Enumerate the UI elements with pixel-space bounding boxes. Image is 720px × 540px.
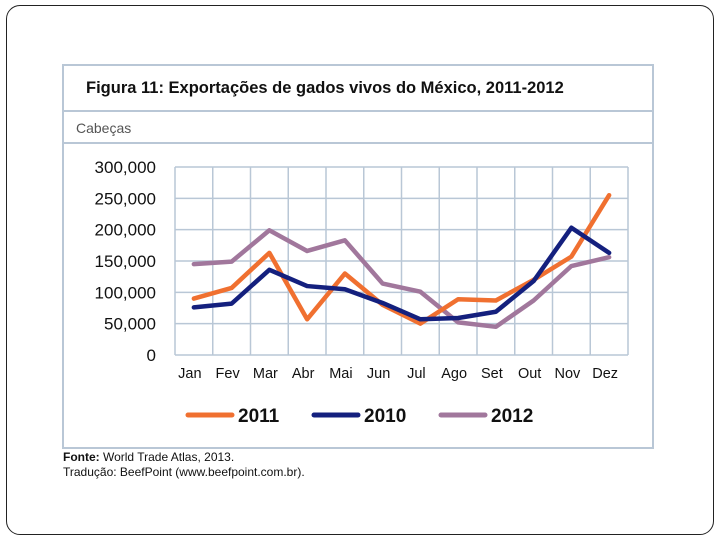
y-tick-label: 100,000 xyxy=(95,283,156,302)
figure-title: Figura 11: Exportações de gados vivos do… xyxy=(86,79,564,97)
source-text: World Trade Atlas, 2013. xyxy=(99,450,235,464)
unit-divider xyxy=(64,142,652,144)
x-tick-label: Set xyxy=(481,366,503,382)
legend-label-2010: 2010 xyxy=(364,406,406,427)
grid-layer xyxy=(174,166,629,356)
x-tick-label: Fev xyxy=(216,366,241,382)
source-label: Fonte: xyxy=(63,450,100,464)
legend: 2011 2010 2012 xyxy=(185,406,533,427)
y-tick-label: 200,000 xyxy=(95,221,156,240)
translation-line: Tradução: BeefPoint (www.beefpoint.com.b… xyxy=(63,465,305,479)
x-tick-label: Mai xyxy=(329,366,352,382)
y-tick-label: 50,000 xyxy=(104,315,156,334)
x-tick-label: Ago xyxy=(441,366,467,382)
translation-text: BeefPoint (www.beefpoint.com.br). xyxy=(116,465,305,479)
series-layer xyxy=(191,192,612,330)
y-axis-ticks: 0 50,000 100,000 150,000 200,000 250,000 300,0… xyxy=(95,158,156,365)
x-tick-label: Jun xyxy=(367,366,390,382)
translation-label: Tradução: xyxy=(63,465,117,479)
y-tick-label: 250,000 xyxy=(95,189,156,208)
x-axis-ticks: Jan Fev Mar Abr Mai Jun Jul Ago Set Out Nov Dez xyxy=(178,366,618,382)
x-tick-label: Jul xyxy=(407,366,426,382)
source-line: Fonte: World Trade Atlas, 2013. xyxy=(63,450,234,464)
y-tick-label: 300,000 xyxy=(95,158,156,177)
x-tick-label: Jan xyxy=(178,366,201,382)
unit-label: Cabeças xyxy=(76,120,132,136)
title-divider xyxy=(64,110,652,112)
y-tick-label: 0 xyxy=(147,346,156,365)
x-tick-label: Abr xyxy=(292,366,315,382)
x-tick-label: Mar xyxy=(253,366,278,382)
x-tick-label: Nov xyxy=(554,366,581,382)
series-line-2012 xyxy=(191,228,612,330)
legend-label-2012: 2012 xyxy=(491,406,533,427)
series-line-2010 xyxy=(191,225,612,322)
x-tick-label: Dez xyxy=(592,366,618,382)
x-tick-label: Out xyxy=(518,366,541,382)
legend-label-2011: 2011 xyxy=(238,406,280,427)
y-tick-label: 150,000 xyxy=(95,252,156,271)
